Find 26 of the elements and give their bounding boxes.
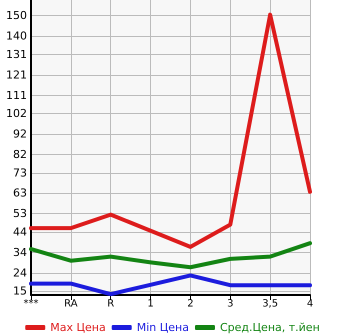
x-tick-label: *** [24, 298, 38, 310]
y-tick-label: 150 [6, 9, 27, 22]
y-tick-label: 24 [13, 266, 27, 280]
y-tick-label: 121 [6, 68, 27, 82]
legend-label: Min Цена [136, 321, 189, 334]
y-tick-label: 15 [13, 284, 27, 298]
y-tick-label: 82 [13, 148, 27, 161]
y-tick-label: 53 [13, 207, 27, 220]
line-series [29, 241, 312, 270]
y-tick-label: 111 [6, 88, 27, 102]
legend-label: Сред.Цена, т.йен [220, 321, 320, 334]
x-tick-label: R [107, 298, 114, 310]
y-tick-label: 92 [13, 128, 27, 141]
y-tick-label: 63 [13, 186, 27, 200]
x-tick-label: RA [64, 298, 78, 310]
y-tick-label: 131 [6, 48, 27, 61]
y-tick-label: 140 [6, 30, 27, 43]
y-tick-label: 44 [13, 225, 27, 238]
y-tick-label: 102 [6, 107, 27, 120]
x-tick-label: 1 [147, 298, 154, 310]
legend-label: Max Цена [50, 321, 106, 334]
x-tick-label: 3,5 [262, 298, 278, 310]
x-tick-label: 4 [306, 298, 314, 310]
y-tick-label: 73 [13, 166, 27, 180]
y-tick-label: 34 [13, 246, 27, 259]
line-series [29, 12, 312, 249]
